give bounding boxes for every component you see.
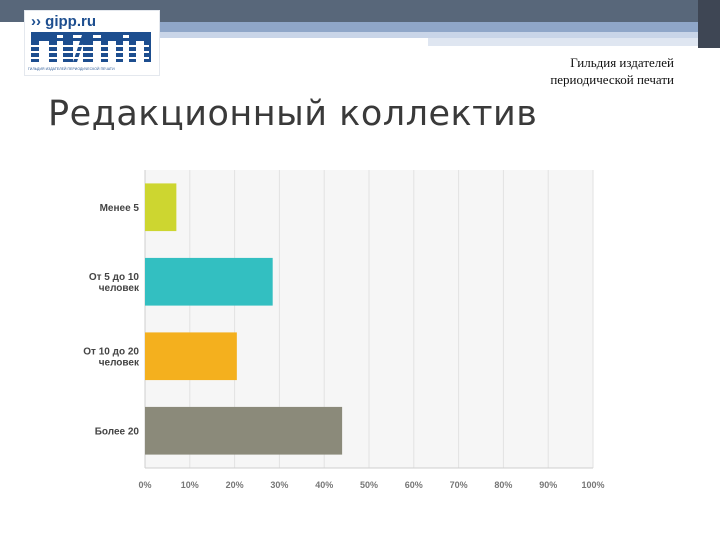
category-label: человек [99, 357, 140, 368]
header-stripe-light [160, 32, 698, 38]
header-stripe [160, 22, 698, 32]
guild-line-2: периодической печати [550, 72, 674, 87]
x-tick-label: 0% [138, 480, 151, 490]
slide-title: Редакционный коллектив [48, 94, 538, 134]
guild-line-1: Гильдия издателей [570, 55, 674, 70]
bar [145, 257, 273, 306]
top-bar-corner [698, 0, 720, 48]
bar-chart: 0% 10% 20% 30% 40% 50% 60% 70% 80% 90% 100% Менее 5… [83, 170, 605, 490]
category-label: От 5 до 10 [89, 272, 140, 283]
logo-subtitle: ГИЛЬДИЯ ИЗДАТЕЛЕЙ ПЕРИОДИЧЕСКОЙ ПЕЧАТИ [28, 67, 115, 71]
x-tick-label: 10% [181, 480, 199, 490]
top-bar [0, 0, 720, 22]
category-label: человек [99, 283, 140, 294]
bar [145, 183, 177, 232]
x-tick-label: 80% [494, 480, 512, 490]
category-label: От 10 до 20 [83, 346, 139, 357]
guild-caption: Гильдия издателей периодической печати [550, 54, 674, 88]
header-stripe-pale [428, 38, 698, 46]
category-label: Более 20 [95, 426, 140, 437]
x-tick-label: 100% [581, 480, 604, 490]
x-tick-label: 70% [450, 480, 468, 490]
bar [145, 332, 237, 381]
gipp-logo: ›› gipp.ru ГИЛЬДИЯ ИЗДАТЕЛЕЙ ПЕРИОДИЧЕСК… [24, 10, 160, 76]
x-tick-label: 30% [270, 480, 288, 490]
category-label: Менее 5 [100, 203, 140, 214]
x-tick-label: 60% [405, 480, 423, 490]
logo-url-text: ›› gipp.ru [31, 13, 96, 30]
x-tick-label: 90% [539, 480, 557, 490]
x-tick-label: 40% [315, 480, 333, 490]
x-tick-label: 50% [360, 480, 378, 490]
logo-mark-icon [31, 32, 151, 62]
bar [145, 406, 343, 455]
x-tick-label: 20% [226, 480, 244, 490]
